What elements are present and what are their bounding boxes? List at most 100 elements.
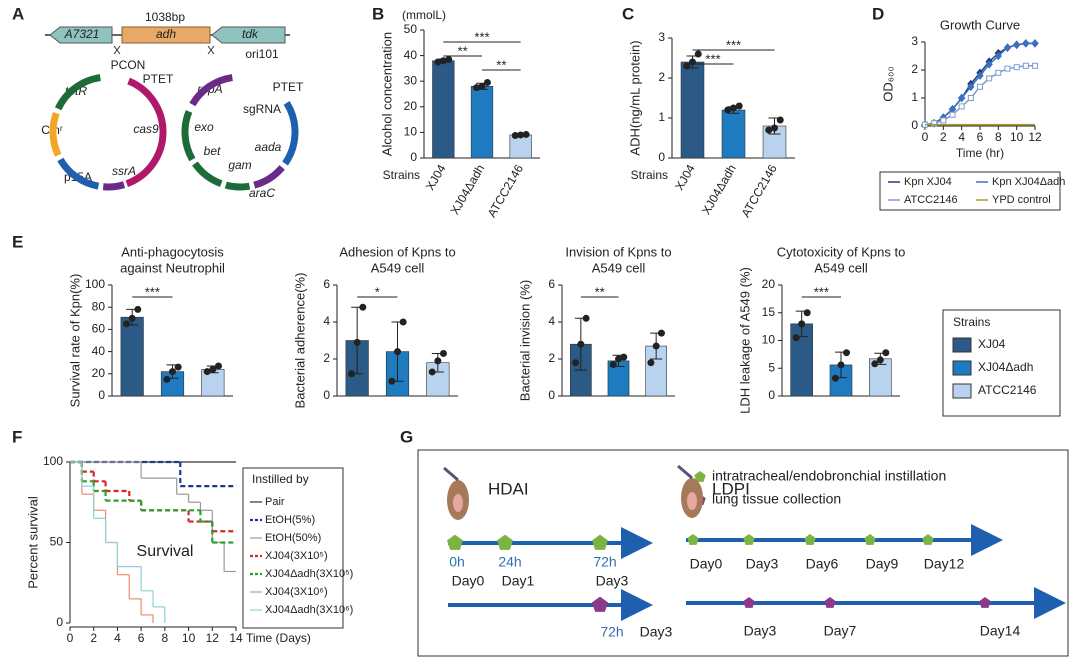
collection-marker bbox=[592, 596, 608, 612]
instillation-marker bbox=[864, 534, 876, 545]
data-point bbox=[445, 55, 453, 63]
y-tick-label: 40 bbox=[404, 48, 418, 62]
x-tick-label: 10 bbox=[1010, 130, 1024, 144]
significance-label: ** bbox=[496, 57, 506, 72]
y-tick-label: 2 bbox=[911, 62, 918, 76]
legend-label: ATCC2146 bbox=[904, 194, 958, 206]
day-label: Day7 bbox=[824, 623, 857, 639]
plasmid-segment bbox=[54, 74, 101, 111]
day-label: Day3 bbox=[744, 623, 777, 639]
data-point bbox=[1022, 39, 1030, 48]
x-tick-label: XJ04 bbox=[423, 162, 449, 193]
y-axis-label: ADH(ng/mL protein) bbox=[627, 40, 642, 155]
data-point bbox=[620, 353, 628, 361]
data-point bbox=[123, 320, 131, 328]
hour-label: 72h bbox=[593, 554, 616, 570]
gene-label: A7321 bbox=[64, 27, 100, 41]
y-tick-label: 50 bbox=[404, 22, 418, 36]
significance-label: *** bbox=[726, 37, 741, 52]
plasmid-label: aada bbox=[255, 140, 282, 154]
annotation: Survival bbox=[137, 543, 194, 560]
instillation-marker bbox=[804, 534, 816, 545]
y-tick-label: 2 bbox=[548, 351, 555, 365]
data-point bbox=[967, 82, 975, 92]
data-point bbox=[359, 303, 367, 311]
y-tick-label: 4 bbox=[548, 314, 555, 328]
data-point bbox=[399, 318, 407, 326]
data-point bbox=[572, 359, 580, 367]
plasmid-segment bbox=[49, 111, 62, 157]
data-point bbox=[582, 314, 590, 322]
hour-label: 0h bbox=[449, 554, 465, 570]
data-point bbox=[694, 50, 702, 58]
legend-label: YPD control bbox=[992, 194, 1051, 206]
data-point bbox=[439, 349, 447, 357]
chart-title: A549 cell bbox=[592, 260, 646, 275]
y-tick-label: 20 bbox=[92, 366, 106, 380]
data-point bbox=[609, 361, 617, 369]
legend-box bbox=[942, 309, 1061, 417]
chart-title: Adhesion of Kpns to bbox=[339, 244, 455, 259]
plasmid-label: PCON bbox=[111, 58, 146, 72]
day-label: Day12 bbox=[924, 556, 965, 572]
instillation-marker bbox=[743, 534, 755, 545]
data-point bbox=[843, 349, 851, 357]
data-point bbox=[394, 348, 401, 356]
y-tick-label: 6 bbox=[548, 277, 555, 291]
y-tick-label: 50 bbox=[50, 535, 64, 549]
y-tick-label: 2 bbox=[323, 351, 330, 365]
y-tick-label: 10 bbox=[762, 333, 776, 347]
y-tick-label: 1 bbox=[911, 90, 918, 104]
data-point bbox=[1003, 43, 1012, 52]
legend-label: XJ04(3X10⁶) bbox=[265, 586, 328, 598]
instillation-marker bbox=[497, 534, 513, 550]
x-axis-label: Strains bbox=[383, 168, 420, 182]
data-point bbox=[388, 377, 396, 385]
y-tick-label: 0 bbox=[56, 615, 63, 629]
data-point bbox=[577, 340, 585, 348]
data-point bbox=[776, 116, 784, 124]
legend-label: Kpn XJ04Δadh bbox=[992, 176, 1065, 188]
y-tick-label: 10 bbox=[404, 125, 418, 139]
y-tick-label: 0 bbox=[548, 388, 555, 402]
gene-box bbox=[121, 26, 211, 44]
significance-label: *** bbox=[705, 51, 720, 66]
panel-label: C bbox=[622, 4, 634, 23]
y-tick-label: 3 bbox=[658, 30, 665, 44]
x-axis-label: Strains bbox=[631, 168, 668, 182]
data-point bbox=[473, 84, 481, 92]
x-tick-label: ATCC2146 bbox=[485, 162, 527, 220]
legend-label: XJ04 bbox=[978, 337, 1006, 351]
y-tick-label: 0 bbox=[768, 388, 775, 402]
data-point bbox=[434, 357, 442, 365]
legend-swatch bbox=[952, 383, 972, 399]
data-point bbox=[958, 103, 965, 110]
data-point bbox=[949, 111, 956, 118]
y-tick-label: 15 bbox=[762, 305, 776, 319]
chart-title: Cytotoxicity of Kpns to bbox=[777, 244, 906, 259]
data-point bbox=[798, 320, 806, 328]
plasmid-segment bbox=[57, 157, 100, 190]
data-point bbox=[871, 360, 879, 368]
y-tick-label: 30 bbox=[404, 73, 418, 87]
plasmid-label: araC bbox=[249, 186, 275, 200]
chart-title: A549 cell bbox=[371, 260, 425, 275]
y-tick-label: 0 bbox=[911, 118, 918, 132]
data-point bbox=[647, 359, 655, 367]
y-tick-label: 100 bbox=[43, 454, 63, 468]
data-point bbox=[831, 374, 839, 382]
day-label: Day3 bbox=[596, 573, 629, 589]
x-axis-label: Time (hr) bbox=[956, 146, 1004, 160]
legend-label: XJ04(3X10⁵) bbox=[265, 550, 328, 562]
plasmid-segment bbox=[224, 181, 251, 191]
legend-title: Strains bbox=[953, 315, 990, 329]
instillation-marker bbox=[592, 534, 608, 550]
data-point bbox=[615, 355, 622, 363]
chart-title: Anti-phagocytosis bbox=[121, 244, 224, 259]
data-point bbox=[882, 349, 890, 357]
plasmid-label: PTET bbox=[273, 80, 304, 94]
chart-title: A549 cell bbox=[814, 260, 868, 275]
day-label: Day0 bbox=[690, 556, 723, 572]
plasmid-label: ori101 bbox=[245, 47, 279, 61]
data-point bbox=[931, 120, 938, 127]
